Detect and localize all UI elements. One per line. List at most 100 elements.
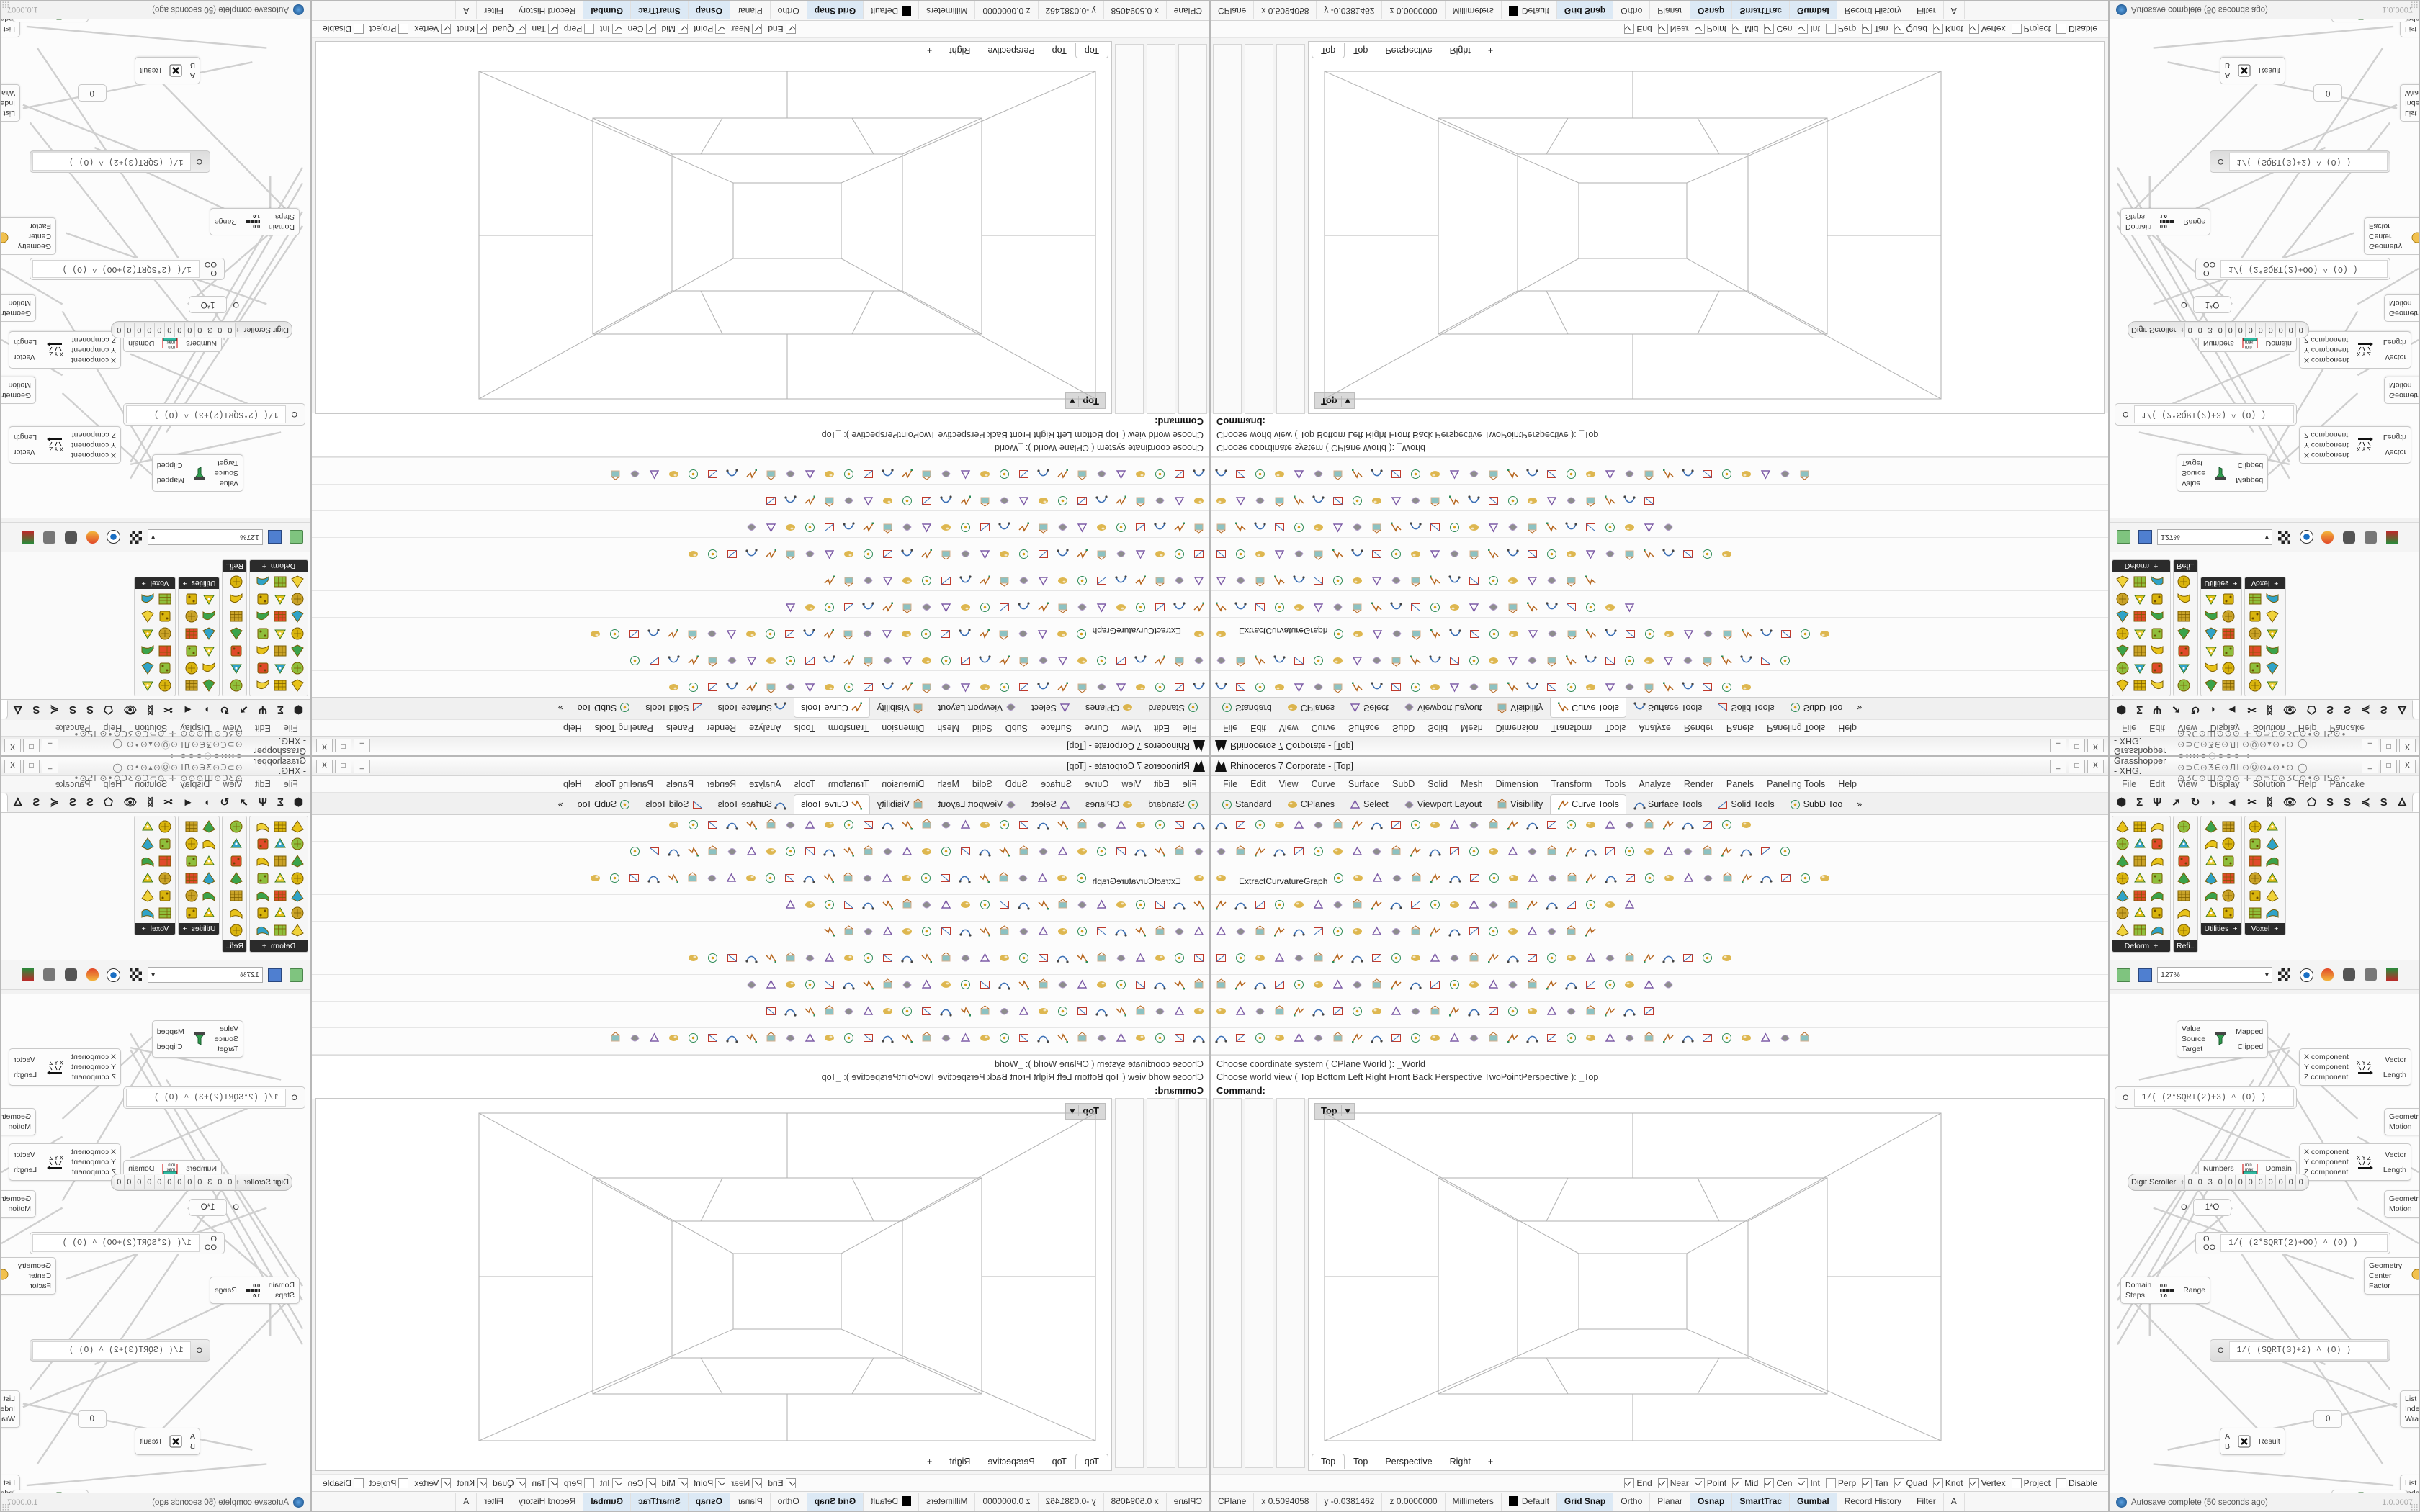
- toolbar-icon-8-12[interactable]: [1448, 462, 1467, 480]
- toolbar-icon-6-11[interactable]: [972, 978, 991, 997]
- toolbar-icon-5-21[interactable]: [1623, 541, 1642, 560]
- surface-tab[interactable]: ◗: [2210, 703, 2217, 716]
- expr-input[interactable]: O: [210, 269, 217, 278]
- toolbar-icon-5-9[interactable]: [1011, 952, 1030, 971]
- intersect-tab[interactable]: ✂: [2247, 796, 2257, 809]
- panel-input[interactable]: O: [2181, 1203, 2187, 1212]
- gh-component-icon[interactable]: [201, 819, 217, 834]
- toolbar-icon-2-15[interactable]: [1624, 872, 1643, 891]
- menu-item-15[interactable]: Help: [563, 779, 582, 789]
- toolbar-icon-1-7[interactable]: [1351, 845, 1370, 864]
- top-viewport[interactable]: Top▾: [1308, 41, 2105, 414]
- status-toggle-osnap[interactable]: Osnap: [1690, 1493, 1733, 1511]
- gh-component-icon[interactable]: [2176, 591, 2192, 607]
- toolbar-icon-7-7[interactable]: [1351, 488, 1370, 507]
- viewport-tab-0-top[interactable]: Top: [1075, 43, 1108, 58]
- slider-digit[interactable]: 0: [184, 1175, 195, 1189]
- osnap-disable[interactable]: Disable: [323, 1477, 364, 1488]
- toolbar-icon-0-7[interactable]: [1351, 819, 1370, 837]
- toolbar-icon-8-3[interactable]: [1128, 1032, 1147, 1050]
- toolbar-icon-8-3[interactable]: [1128, 462, 1147, 480]
- gh-component-icon[interactable]: [140, 591, 156, 607]
- input-pin[interactable]: Geometry: [17, 242, 51, 251]
- gh-menu-item-6[interactable]: Pancake: [2329, 723, 2365, 733]
- expand-icon[interactable]: +: [141, 924, 146, 933]
- gh-component-icon[interactable]: [2247, 836, 2263, 852]
- gh-component-icon[interactable]: [228, 574, 244, 590]
- output-pin[interactable]: Domain: [128, 1164, 155, 1173]
- input-pin[interactable]: List: [2405, 1479, 2417, 1488]
- toolbar-icon-5-19[interactable]: [817, 952, 835, 971]
- gh-component-icon[interactable]: [2203, 905, 2219, 921]
- toolbar-icon-8-22[interactable]: [1643, 1032, 1662, 1050]
- viewport-tab-1-top[interactable]: Top: [1052, 45, 1067, 55]
- gh-component-icon[interactable]: [2149, 574, 2165, 590]
- toolbar-icon-3-20[interactable]: [797, 595, 816, 613]
- pancake-tab[interactable]: 🦙: [0, 793, 9, 812]
- toolbar-icon-6-21[interactable]: [778, 515, 797, 534]
- toolbar-icon-5-8[interactable]: [1371, 541, 1389, 560]
- gh-component-icon[interactable]: [157, 626, 173, 642]
- toolbar-icon-5-19[interactable]: [1585, 952, 1603, 971]
- toolbar-icon-0-26[interactable]: [1721, 675, 1739, 693]
- toolbar-icon-2-22[interactable]: [641, 621, 660, 640]
- status-cplane[interactable]: CPlane: [1165, 1493, 1209, 1511]
- gh-component-icon[interactable]: [2203, 888, 2219, 904]
- gh-maximize-button[interactable]: □: [2380, 739, 2397, 753]
- panel-value[interactable]: 0: [2313, 1410, 2343, 1428]
- gh-node-vector-xyz-1[interactable]: X component Y component Z component X Y Z Ve…: [9, 426, 121, 464]
- toolbar-icon-6-10[interactable]: [992, 515, 1010, 534]
- toolbar-icon-5-2[interactable]: [1147, 952, 1166, 971]
- input-pin[interactable]: Factor: [30, 222, 51, 230]
- rhino-window-controls[interactable]: _ □ X: [2050, 739, 2105, 753]
- toolbar-icon-2-23[interactable]: [1780, 872, 1798, 891]
- toolbar-tab-curve-tools[interactable]: Curve Tools: [794, 698, 870, 718]
- toolbar-icon-1-10[interactable]: [1410, 845, 1428, 864]
- component-group-deform[interactable]: Deform +: [249, 559, 308, 696]
- toolbar-icon-6-14[interactable]: [1487, 978, 1506, 997]
- gh-panel-multiply[interactable]: O 1*O: [2181, 1199, 2232, 1216]
- toolbar-icon-8-9[interactable]: [1011, 1032, 1030, 1050]
- gh-menu-item-0[interactable]: File: [283, 779, 298, 789]
- osnap-quad[interactable]: Quad: [1894, 24, 1927, 35]
- s2-tab[interactable]: S: [2344, 796, 2352, 809]
- toolbar-icon-0-27[interactable]: [1740, 675, 1759, 693]
- checkbox[interactable]: [584, 1477, 595, 1488]
- toolbar-icon-5-12[interactable]: [953, 541, 972, 560]
- toolbar-icon-6-7[interactable]: [1050, 515, 1069, 534]
- toolbar-icon-4-7[interactable]: [1050, 925, 1069, 944]
- input-pin[interactable]: Index: [1, 1405, 15, 1413]
- gh-component-icon[interactable]: [2264, 870, 2280, 886]
- output-pin[interactable]: Mapped: [2236, 1027, 2264, 1036]
- input-pin[interactable]: List: [3, 24, 15, 33]
- gh-component-icon[interactable]: [272, 678, 288, 693]
- toolbar-icon-1-4[interactable]: [1293, 648, 1312, 667]
- gh-component-icon[interactable]: [272, 870, 288, 886]
- cluster-icon[interactable]: [18, 966, 37, 984]
- gh-node-move-2[interactable]: GeometryMotionGeometryTransform: [1, 294, 36, 322]
- menu-item-1[interactable]: Edit: [1154, 723, 1170, 733]
- input-pin[interactable]: List: [2405, 24, 2417, 33]
- input-pin[interactable]: Value: [2182, 1025, 2201, 1033]
- toolbar-icon-6-18[interactable]: [836, 515, 855, 534]
- input-pin[interactable]: Domain: [268, 222, 295, 231]
- toolbar-icon-6-20[interactable]: [797, 515, 816, 534]
- toolbar-icon-7-9[interactable]: [1011, 1005, 1030, 1024]
- toolbar-icon-8-19[interactable]: [1585, 462, 1603, 480]
- toolbar-icon-4-2[interactable]: [1147, 568, 1166, 587]
- params-tab[interactable]: ⬢: [293, 796, 303, 809]
- toolbar-icon-0-15[interactable]: [1507, 675, 1525, 693]
- toolbar-icon-8-20[interactable]: [1604, 462, 1623, 480]
- mesh-tab[interactable]: ◄: [2226, 796, 2238, 809]
- toolbar-icon-6-1[interactable]: [1234, 515, 1253, 534]
- toolbar-icon-6-22[interactable]: [1643, 978, 1662, 997]
- gh-canvas[interactable]: Value Source Target Mapped Clipped Numbers min…: [1, 994, 310, 1493]
- gh-component-icon[interactable]: [2220, 819, 2236, 834]
- toolbar-icon-7-15[interactable]: [895, 1005, 913, 1024]
- slider-digit[interactable]: 0: [124, 1175, 135, 1189]
- toolbar-icon-3-4[interactable]: [1108, 595, 1127, 613]
- gh-component-icon[interactable]: [2132, 678, 2148, 693]
- toolbar-icon-8-29[interactable]: [622, 462, 641, 480]
- input-pin[interactable]: Y component: [71, 1063, 116, 1071]
- slider-digit[interactable]: 0: [2235, 1175, 2246, 1189]
